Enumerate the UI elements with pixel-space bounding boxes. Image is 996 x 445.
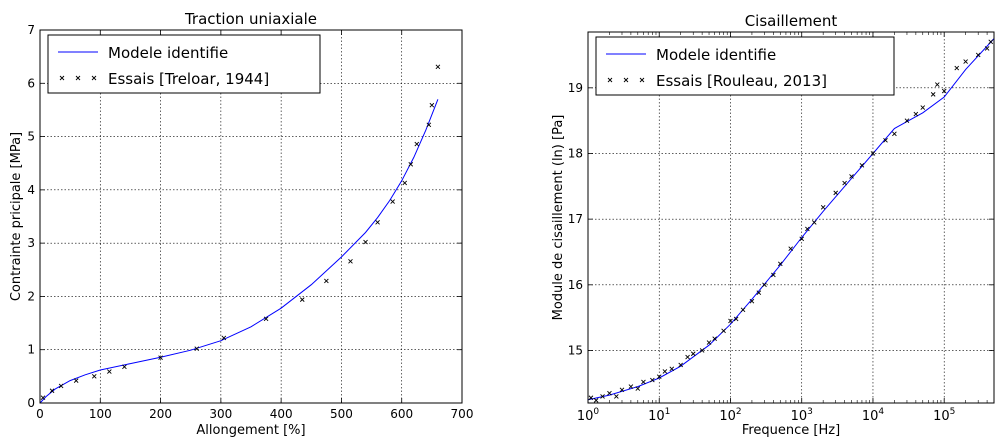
y-tick-label: 5 — [27, 130, 35, 144]
x-tick-label: 103 — [791, 407, 813, 424]
y-axis-label: Module de cisaillement (ln) [Pa] — [551, 115, 566, 321]
y-axis-label: Contrainte pricipale [MPa] — [9, 132, 24, 301]
y-tick-label: 17 — [568, 212, 583, 226]
x-tick-label: 100 — [89, 407, 112, 421]
x-tick-label: 100 — [577, 407, 600, 424]
chart-1: 0 100 200 300 400 500 600 700 0 1 2 3 4 5 6 7 Traction u… — [9, 10, 473, 438]
legend-label: Modele identifie — [108, 44, 228, 62]
legend-label: Essais [Treloar, 1944] — [108, 70, 269, 88]
x-axis-label: Frequence [Hz] — [742, 423, 840, 438]
legend: Modele identifie Essais [Treloar, 1944] — [48, 35, 320, 93]
y-tick-label: 0 — [27, 396, 35, 410]
y-tick-label: 15 — [568, 343, 583, 357]
y-tick-label: 19 — [568, 81, 583, 95]
y-tick-label: 18 — [568, 146, 583, 160]
y-tick-label: 2 — [27, 289, 35, 303]
x-tick-label: 400 — [270, 407, 293, 421]
legend-label: Modele identifie — [656, 46, 776, 64]
legend: Modele identifie Essais [Rouleau, 2013] — [596, 37, 894, 95]
x-tick-label: 105 — [933, 407, 955, 424]
x-tick-label: 700 — [451, 407, 474, 421]
y-tick-label: 6 — [27, 76, 35, 90]
x-tick-label: 101 — [648, 407, 670, 424]
chart-title: Cisaillement — [745, 12, 838, 30]
y-tick-label: 7 — [27, 23, 35, 37]
x-tick-label: 500 — [330, 407, 353, 421]
x-tick-label: 600 — [390, 407, 413, 421]
x-tick-label: 200 — [149, 407, 172, 421]
y-tick-label: 4 — [27, 183, 35, 197]
chart-title: Traction uniaxiale — [184, 10, 317, 28]
chart-2: 100 101 102 103 104 105 15 16 17 18 19 Cisaillement… — [551, 12, 994, 438]
y-tick-label: 3 — [27, 236, 35, 250]
x-axis-label: Allongement [%] — [196, 423, 305, 438]
legend-label: Essais [Rouleau, 2013] — [656, 72, 827, 90]
y-tick-label: 1 — [27, 343, 35, 357]
y-tick-label: 16 — [568, 278, 583, 292]
x-tick-label: 300 — [209, 407, 232, 421]
x-tick-label: 0 — [36, 407, 44, 421]
x-tick-label: 104 — [862, 407, 885, 424]
x-tick-label: 102 — [719, 407, 741, 424]
